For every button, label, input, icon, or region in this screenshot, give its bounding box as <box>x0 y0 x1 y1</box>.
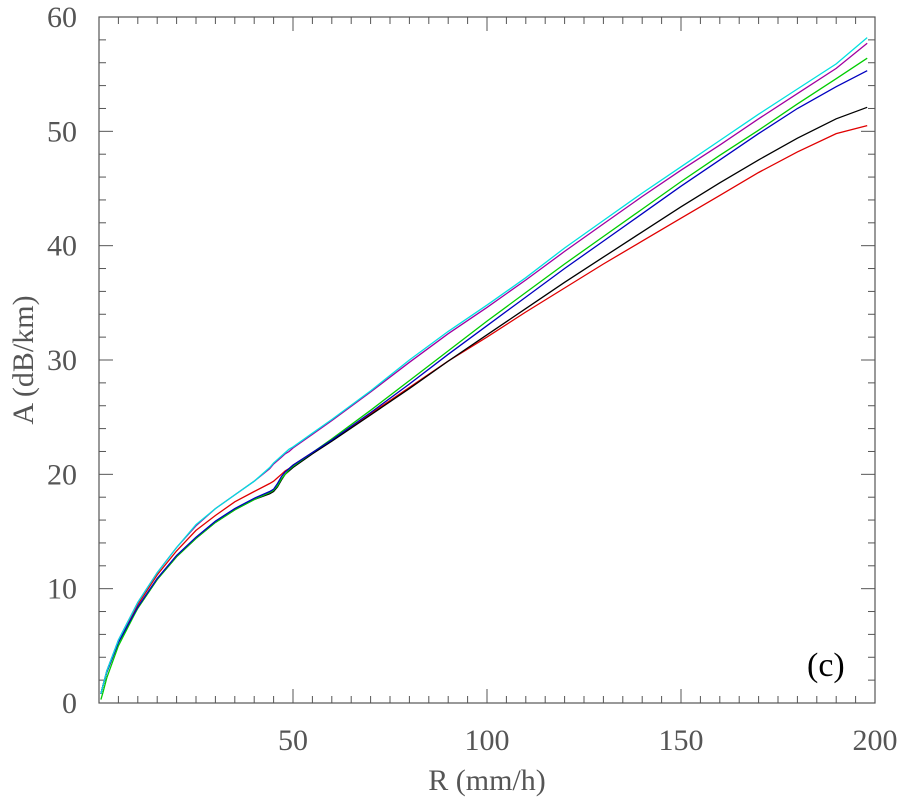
series-line-2 <box>100 42 868 695</box>
series-line-3 <box>100 70 868 695</box>
x-axis-title: R (mm/h) <box>428 764 546 797</box>
y-tick-label: 10 <box>47 573 77 606</box>
y-tick-label: 50 <box>47 115 77 148</box>
panel-annotation: (c) <box>807 647 845 684</box>
x-tick-label: 200 <box>853 724 898 757</box>
y-tick-label: 60 <box>47 1 77 34</box>
y-tick-label: 0 <box>62 687 77 720</box>
plot-frame <box>98 16 876 704</box>
series-line-5 <box>100 106 868 695</box>
axis-ticks <box>99 17 875 703</box>
series-line-1 <box>100 37 868 695</box>
series-group <box>100 37 868 700</box>
series-line-4 <box>100 57 868 700</box>
y-axis-title: A (dB/km) <box>7 295 40 424</box>
y-tick-labels: 0 10 20 30 40 50 60 <box>47 1 77 720</box>
x-tick-labels: 50 100 150 200 <box>278 724 898 757</box>
y-tick-label: 30 <box>47 344 77 377</box>
x-tick-label: 50 <box>278 724 308 757</box>
y-tick-label: 40 <box>47 230 77 263</box>
series-line-6 <box>100 124 868 695</box>
x-tick-label: 150 <box>659 724 704 757</box>
y-tick-label: 20 <box>47 458 77 491</box>
x-tick-label: 100 <box>465 724 510 757</box>
